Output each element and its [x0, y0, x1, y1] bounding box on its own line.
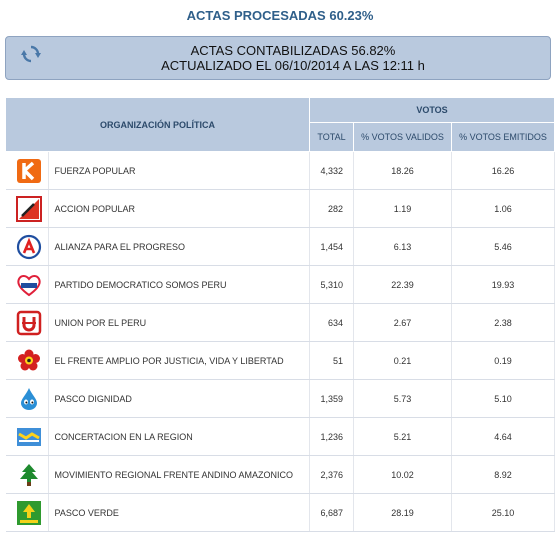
pasco-verde-logo-icon — [16, 500, 42, 526]
party-name: PASCO VERDE — [54, 507, 119, 518]
table-row: ALIANZA PARA EL PROGRESO 1,454 6.13 5.46 — [5, 227, 556, 266]
row-total: 5,310 — [309, 265, 354, 304]
header-organizacion: ORGANIZACIÓN POLÍTICA — [5, 97, 310, 152]
row-votos-validos: 5.73 — [353, 379, 452, 418]
row-total: 4,332 — [309, 151, 354, 190]
party-name: EL FRENTE AMPLIO POR JUSTICIA, VIDA Y LI… — [54, 355, 284, 366]
row-total: 51 — [309, 341, 354, 380]
row-votos-validos: 22.39 — [353, 265, 452, 304]
row-total: 282 — [309, 189, 354, 228]
row-total: 2,376 — [309, 455, 354, 494]
row-total: 1,359 — [309, 379, 354, 418]
row-total: 1,236 — [309, 417, 354, 456]
row-votos-validos: 28.19 — [353, 493, 452, 532]
row-votos-emitidos: 8.92 — [451, 455, 556, 494]
row-votos-emitidos: 5.10 — [451, 379, 556, 418]
banner-updated-timestamp: ACTUALIZADO EL 06/10/2014 A LAS 12:11 h — [161, 58, 425, 73]
party-name: MOVIMIENTO REGIONAL FRENTE ANDINO AMAZON… — [54, 469, 294, 480]
frente-amplio-logo-icon — [16, 348, 42, 374]
header-total: TOTAL — [309, 122, 354, 152]
row-total: 634 — [309, 303, 354, 342]
table-row: PARTIDO DEMOCRATICO SOMOS PERU 5,310 22.… — [5, 265, 556, 304]
row-votos-emitidos: 0.19 — [451, 341, 556, 380]
alianza-progreso-logo-icon — [16, 234, 42, 260]
row-votos-validos: 2.67 — [353, 303, 452, 342]
somos-peru-logo-icon — [16, 272, 42, 298]
row-total: 1,454 — [309, 227, 354, 266]
header-votos-emitidos: % VOTOS EMITIDOS — [450, 122, 556, 152]
row-votos-emitidos: 5.46 — [451, 227, 556, 266]
table-row: PASCO DIGNIDAD 1,359 5.73 5.10 — [5, 379, 556, 418]
party-name: PARTIDO DEMOCRATICO SOMOS PERU — [54, 279, 227, 290]
banner-actas-contabilizadas: ACTAS CONTABILIZADAS 56.82% — [190, 43, 396, 58]
union-por-el-peru-logo-icon — [16, 310, 42, 336]
table-row: FUERZA POPULAR 4,332 18.26 16.26 — [5, 151, 556, 190]
row-votos-emitidos: 4.64 — [451, 417, 556, 456]
row-votos-emitidos: 1.06 — [451, 189, 556, 228]
party-name: FUERZA POPULAR — [54, 165, 136, 176]
row-total: 6,687 — [309, 493, 354, 532]
row-votos-validos: 18.26 — [353, 151, 452, 190]
pasco-dignidad-logo-icon — [16, 386, 42, 412]
row-votos-validos: 0.21 — [353, 341, 452, 380]
row-votos-emitidos: 19.93 — [451, 265, 556, 304]
row-votos-emitidos: 25.10 — [451, 493, 556, 532]
table-row: UNION POR EL PERU 634 2.67 2.38 — [5, 303, 556, 342]
party-name: UNION POR EL PERU — [54, 317, 147, 328]
row-votos-validos: 5.21 — [353, 417, 452, 456]
results-table: ORGANIZACIÓN POLÍTICA VOTOS TOTAL % VOTO… — [5, 97, 556, 532]
party-name: PASCO DIGNIDAD — [54, 393, 132, 404]
row-votos-validos: 10.02 — [353, 455, 452, 494]
table-row: CONCERTACION EN LA REGION 1,236 5.21 4.6… — [5, 417, 556, 456]
party-name: CONCERTACION EN LA REGION — [54, 431, 193, 442]
table-row: EL FRENTE AMPLIO POR JUSTICIA, VIDA Y LI… — [5, 341, 556, 380]
refresh-icon[interactable] — [20, 43, 42, 65]
table-row: PASCO VERDE 6,687 28.19 25.10 — [5, 493, 556, 532]
row-votos-emitidos: 2.38 — [451, 303, 556, 342]
concertacion-logo-icon — [16, 424, 42, 450]
header-votos: VOTOS — [308, 97, 556, 123]
table-row: MOVIMIENTO REGIONAL FRENTE ANDINO AMAZON… — [5, 455, 556, 494]
status-banner: ACTAS CONTABILIZADAS 56.82% ACTUALIZADO … — [5, 36, 551, 80]
page-title: ACTAS PROCESADAS 60.23% — [186, 8, 374, 23]
party-name: ACCION POPULAR — [54, 203, 136, 214]
row-votos-validos: 6.13 — [353, 227, 452, 266]
table-row: ACCION POPULAR 282 1.19 1.06 — [5, 189, 556, 228]
accion-popular-logo-icon — [15, 195, 42, 222]
frente-andino-logo-icon — [16, 462, 42, 488]
party-name: ALIANZA PARA EL PROGRESO — [54, 241, 186, 252]
row-votos-validos: 1.19 — [353, 189, 452, 228]
header-votos-validos: % VOTOS VALIDOS — [353, 122, 452, 152]
row-votos-emitidos: 16.26 — [451, 151, 556, 190]
fuerza-popular-logo-icon — [16, 158, 42, 184]
